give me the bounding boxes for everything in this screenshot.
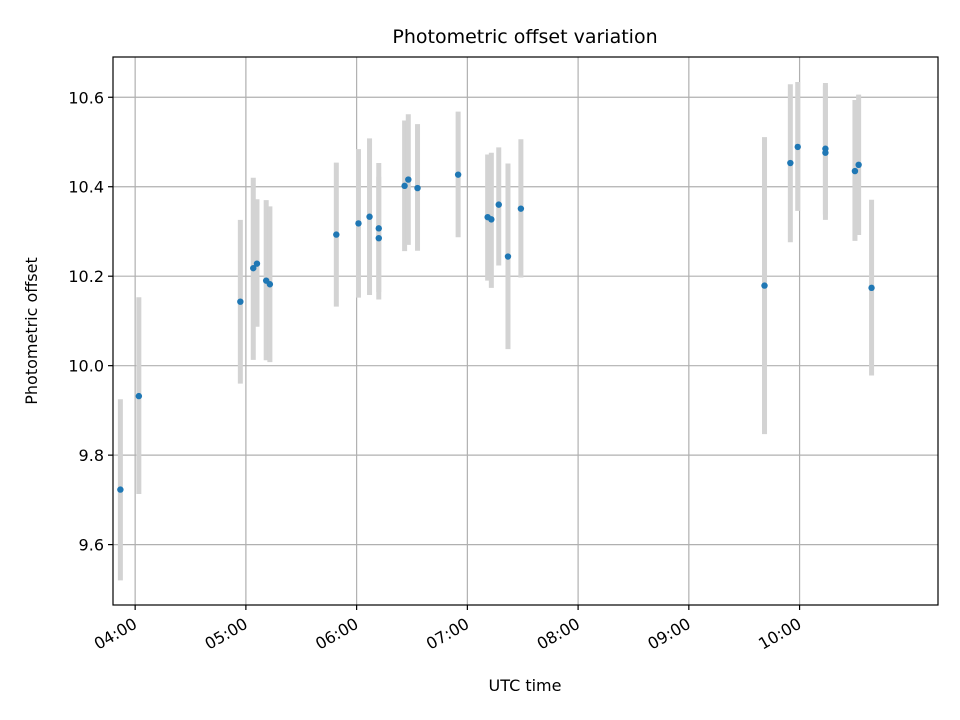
- data-points: [117, 143, 875, 493]
- data-point: [375, 225, 382, 232]
- y-tick-label: 10.0: [68, 357, 104, 376]
- grid: [113, 57, 938, 605]
- plot-frame: [112, 56, 939, 606]
- data-point: [375, 234, 382, 242]
- plot-area: [113, 57, 938, 605]
- y-tick-label: 10.4: [68, 178, 104, 197]
- data-point: [822, 149, 829, 156]
- chart-title: Photometric offset variation: [392, 26, 657, 48]
- data-point: [787, 159, 794, 167]
- data-point: [237, 298, 244, 305]
- data-point: [504, 253, 512, 260]
- data-point: [517, 205, 525, 212]
- data-point: [454, 171, 462, 178]
- data-point: [414, 184, 421, 192]
- data-point: [851, 167, 859, 175]
- data-point: [794, 143, 801, 151]
- data-point: [253, 260, 261, 267]
- data-point: [405, 176, 412, 183]
- data-point: [488, 216, 495, 223]
- x-axis-label: UTC time: [489, 676, 562, 695]
- data-point: [495, 201, 502, 208]
- y-tick-label: 10.6: [68, 88, 104, 107]
- data-point: [135, 392, 143, 400]
- data-point: [333, 231, 340, 238]
- data-point: [855, 161, 862, 169]
- data-point: [401, 182, 408, 190]
- y-axis-label: Photometric offset: [22, 257, 41, 405]
- data-point: [355, 220, 362, 227]
- data-point: [250, 264, 257, 272]
- y-tick-label: 9.6: [79, 536, 104, 555]
- data-point: [117, 486, 124, 493]
- y-tick-label: 10.2: [68, 267, 104, 286]
- data-point: [868, 284, 875, 292]
- y-axis-ticks: 9.6 9.8 10.0 10.2 10.4 10.6: [68, 88, 113, 555]
- data-point: [761, 282, 768, 289]
- data-point: [366, 213, 373, 220]
- data-point: [266, 281, 274, 288]
- y-tick-label: 9.8: [79, 446, 104, 465]
